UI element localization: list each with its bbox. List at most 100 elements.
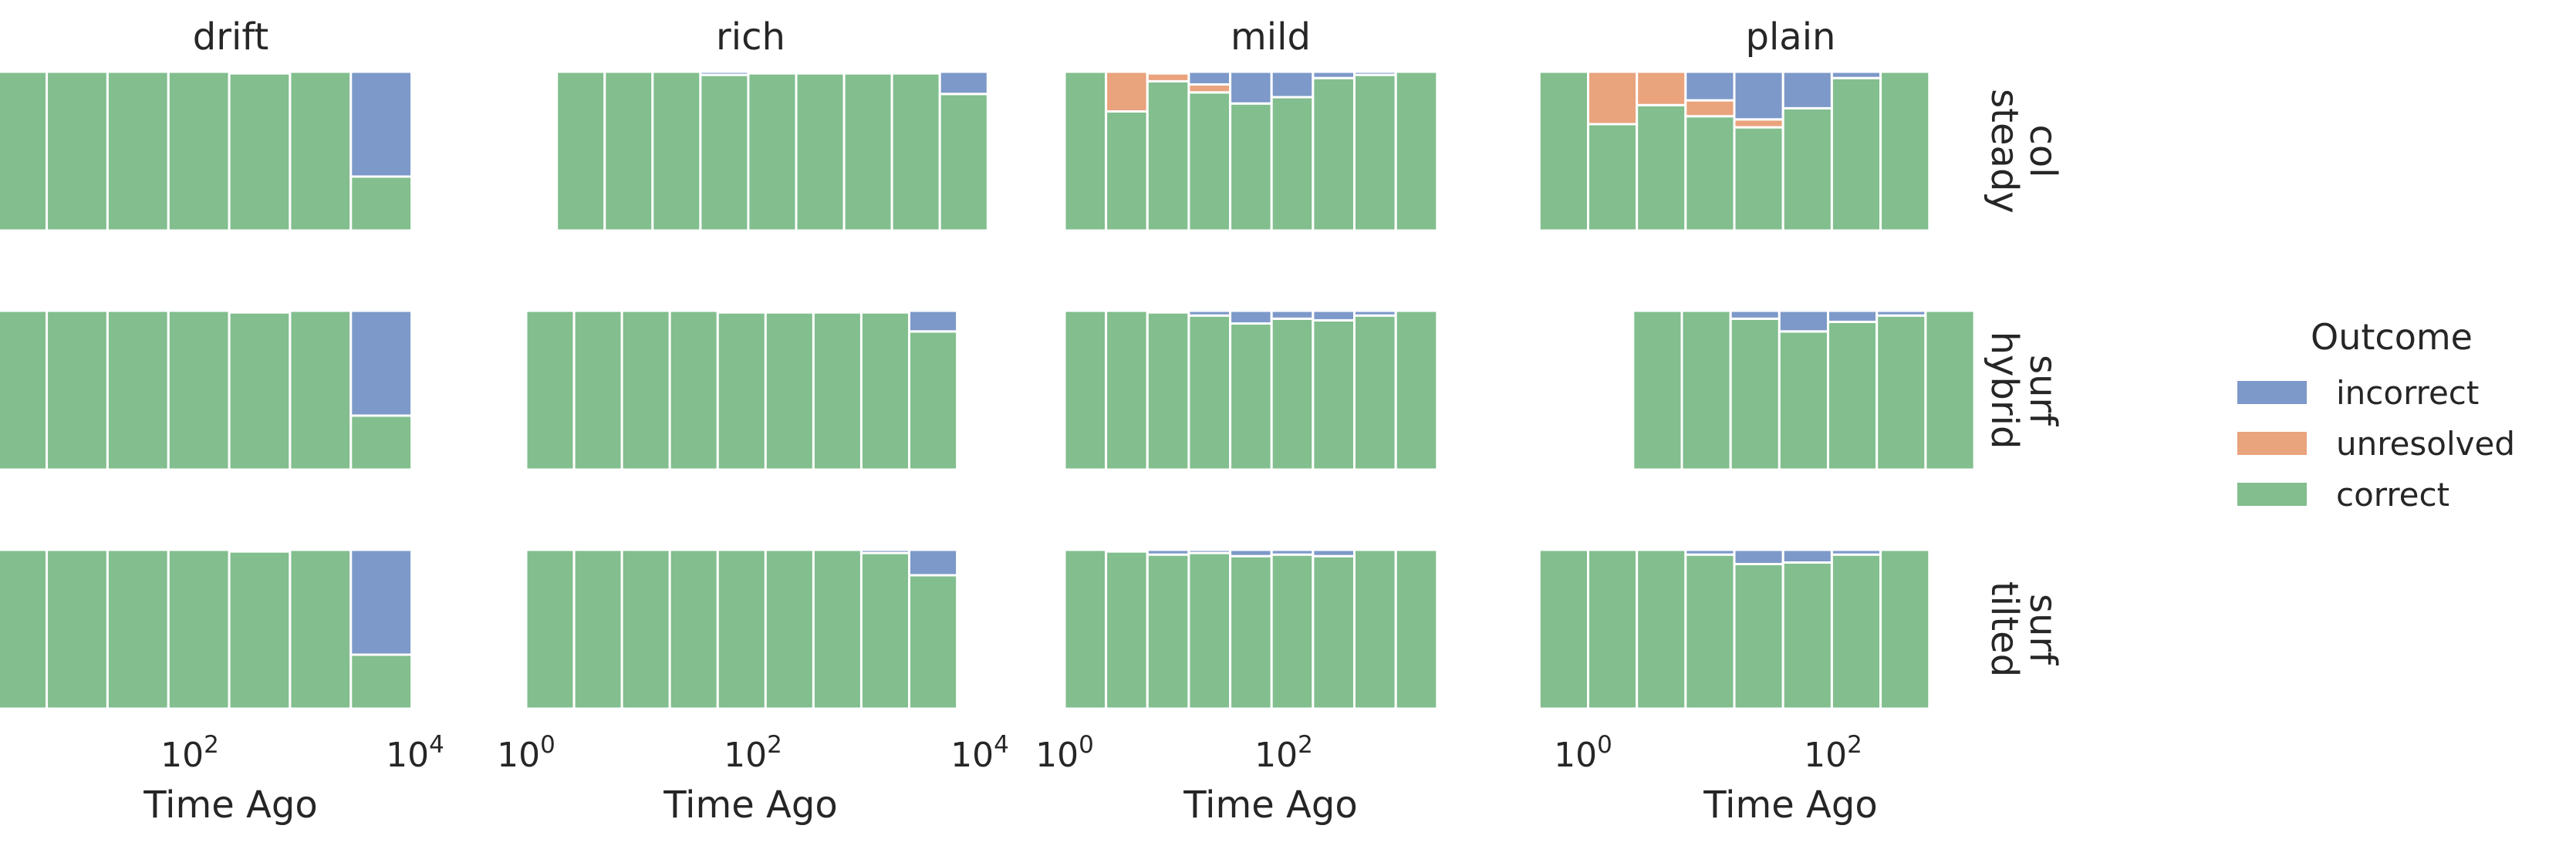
bar-incorrect xyxy=(1229,309,1273,325)
bar-unresolved xyxy=(1587,70,1639,126)
bar-incorrect xyxy=(228,309,292,314)
bar-incorrect xyxy=(349,548,414,656)
bar-correct xyxy=(1830,553,1882,710)
bar-correct xyxy=(1538,548,1590,710)
bar-correct xyxy=(747,72,798,232)
bar-incorrect xyxy=(908,548,959,577)
bar-unresolved xyxy=(1636,70,1687,106)
bar-correct xyxy=(1146,553,1190,710)
bar-correct xyxy=(572,548,623,710)
bar-correct xyxy=(859,311,911,471)
bar-incorrect xyxy=(228,548,292,553)
bar-unresolved xyxy=(1105,70,1149,113)
x-tick-label: 100 xyxy=(1554,731,1612,775)
x-tick-label: 104 xyxy=(950,731,1009,775)
panel-plain-surf-tilted xyxy=(1538,548,1931,710)
bar-correct xyxy=(228,72,292,232)
bar-incorrect xyxy=(1778,309,1830,333)
bar-correct xyxy=(908,574,959,710)
bar-correct xyxy=(1270,553,1315,710)
bar-correct xyxy=(1632,309,1683,471)
bar-correct xyxy=(668,548,719,710)
bar-correct xyxy=(620,309,671,471)
legend-swatch-unresolved xyxy=(2237,432,2307,455)
legend-item-unresolved: unresolved xyxy=(2237,418,2515,469)
x-tick-label: 102 xyxy=(724,731,782,775)
bar-correct xyxy=(106,548,170,710)
bar-correct xyxy=(525,309,576,471)
bar-correct xyxy=(859,551,911,710)
bar-correct xyxy=(795,72,846,232)
x-tick-label: 102 xyxy=(1254,731,1313,775)
bar-correct xyxy=(1733,563,1784,710)
x-axis-label: Time Ago xyxy=(143,783,317,827)
column-title-plain: plain xyxy=(1746,15,1836,59)
bar-correct xyxy=(1063,309,1108,471)
legend-label-correct: correct xyxy=(2336,475,2450,514)
bar-incorrect xyxy=(795,70,846,75)
bar-correct xyxy=(603,70,654,232)
x-axis-label: Time Ago xyxy=(1183,783,1357,827)
legend-swatch-correct xyxy=(2237,483,2307,506)
column-title-rich: rich xyxy=(716,15,785,59)
bar-correct xyxy=(1587,548,1639,710)
bar-incorrect xyxy=(1353,70,1397,76)
column-title-drift: drift xyxy=(193,15,268,59)
legend-item-incorrect: incorrect xyxy=(2237,367,2515,418)
bar-correct xyxy=(1781,106,1833,232)
bar-incorrect xyxy=(716,309,767,314)
row-label-line: hybrid xyxy=(1983,332,2026,450)
panel-drift-col-steady xyxy=(0,70,414,232)
bar-incorrect xyxy=(1146,70,1190,75)
x-axis-label: Time Ago xyxy=(1703,783,1877,827)
bar-correct xyxy=(908,330,959,471)
bar-correct xyxy=(289,548,353,710)
bar-correct xyxy=(289,309,353,471)
bar-correct xyxy=(289,70,353,232)
bar-correct xyxy=(1684,115,1736,232)
legend: Outcome incorrect unresolved correct xyxy=(2237,316,2515,520)
x-tick-label: 102 xyxy=(1804,731,1862,775)
panel-drift-surf-hybrid xyxy=(0,309,414,471)
bar-correct xyxy=(167,70,231,232)
bar-incorrect xyxy=(1830,70,1882,79)
bar-correct xyxy=(1312,318,1356,471)
bar-incorrect xyxy=(1312,309,1356,322)
bar-correct xyxy=(1105,309,1149,471)
bar-incorrect xyxy=(1187,309,1232,317)
legend-label-incorrect: incorrect xyxy=(2336,373,2480,412)
bar-incorrect xyxy=(1312,70,1356,79)
row-label-line: surf xyxy=(2021,355,2065,426)
column-title-mild: mild xyxy=(1231,15,1311,59)
bar-correct xyxy=(1729,317,1781,471)
bar-correct xyxy=(1270,96,1315,232)
bar-correct xyxy=(555,70,606,232)
bar-correct xyxy=(1146,311,1190,471)
bar-incorrect xyxy=(1146,548,1190,556)
bar-incorrect xyxy=(1146,309,1190,314)
bar-correct xyxy=(1830,76,1882,232)
bar-correct xyxy=(1229,322,1273,471)
bar-incorrect xyxy=(1781,70,1833,109)
x-tick-label: 100 xyxy=(497,731,555,775)
bar-incorrect xyxy=(1733,548,1784,565)
bar-incorrect xyxy=(1312,548,1356,558)
bar-incorrect xyxy=(1830,548,1882,556)
bar-correct xyxy=(1875,314,1927,471)
bar-correct xyxy=(106,70,170,232)
bar-correct xyxy=(1063,548,1108,710)
bar-incorrect xyxy=(1729,309,1781,320)
bar-incorrect xyxy=(699,70,750,76)
bar-incorrect xyxy=(1684,70,1736,102)
bar-correct xyxy=(1781,561,1833,710)
bar-correct xyxy=(0,309,49,471)
bar-correct xyxy=(167,548,231,710)
bar-unresolved xyxy=(1187,83,1232,94)
bar-correct xyxy=(716,311,767,471)
bar-correct xyxy=(1187,91,1232,232)
bar-incorrect xyxy=(1353,309,1397,317)
bar-correct xyxy=(46,548,109,710)
bar-incorrect xyxy=(747,70,798,75)
